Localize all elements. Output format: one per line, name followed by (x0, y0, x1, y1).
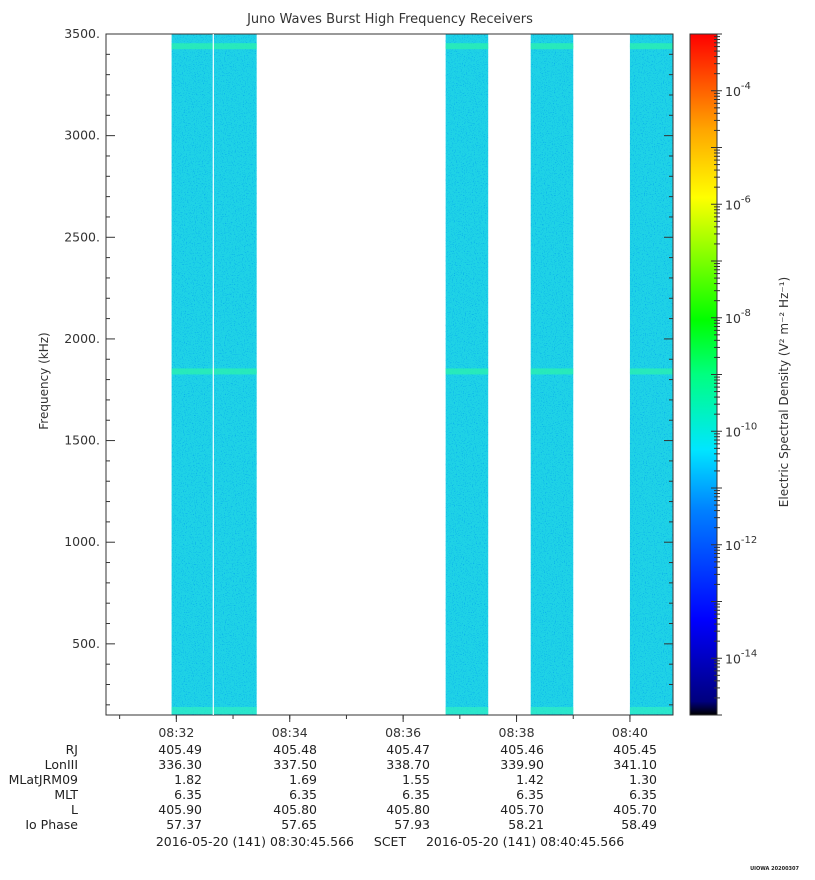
x-tick-label: 08:38 (499, 725, 535, 740)
data-segment (171, 34, 257, 715)
ephemeris-table: RJ 405.49 405.48 405.47 405.46 405.45 LonIII 33… (0, 740, 815, 860)
y-tick-label: 1500. (64, 433, 100, 448)
ephemeris-value: 405.47 (386, 742, 430, 757)
y-tick-label: 500. (72, 636, 100, 651)
ephemeris-value: 341.10 (613, 757, 657, 772)
ephemeris-value: 405.80 (273, 802, 317, 817)
ephemeris-value: 58.49 (621, 817, 657, 832)
colorbar-tick-label: 10-10 (725, 421, 757, 439)
y-tick-label: 3500. (64, 26, 100, 41)
ephemeris-label: LonIII (44, 757, 78, 772)
footer-stamp: UIOWA 20200307 (750, 866, 799, 872)
ephemeris-value: 57.93 (394, 817, 430, 832)
bright-band (171, 368, 257, 375)
ephemeris-value: 6.35 (629, 787, 657, 802)
ephemeris-value: 405.45 (613, 742, 657, 757)
ephemeris-label: MLT (54, 787, 78, 802)
scet-label: SCET (373, 834, 407, 849)
y-tick-label: 1000. (64, 534, 100, 549)
ephemeris-value: 339.90 (500, 757, 544, 772)
colorbar-tick-label: 10-8 (725, 308, 751, 326)
x-tick-label: 08:40 (612, 725, 648, 740)
colorbar: 10-14 10-12 10-10 10-8 10-6 10-4 (689, 33, 757, 716)
ephemeris-value: 1.55 (402, 772, 430, 787)
colorbar-tick-label: 10-14 (725, 648, 757, 666)
ephemeris-value: 405.46 (500, 742, 544, 757)
x-tick-label: 08:34 (272, 725, 308, 740)
ephemeris-value: 1.30 (629, 772, 657, 787)
ephemeris-value: 405.48 (273, 742, 317, 757)
ephemeris-value: 57.65 (281, 817, 317, 832)
ephemeris-value: 1.42 (516, 772, 544, 787)
colorbar-tick-label: 10-4 (725, 81, 751, 99)
ephemeris-value: 338.70 (386, 757, 430, 772)
spectrogram-chart: 500. 1000. 1500. 2000. 2500. 3000. 3500. 08:32… (37, 26, 791, 740)
x-tick-label: 08:32 (158, 725, 194, 740)
spectrogram-data (171, 34, 673, 715)
ephemeris-value: 336.30 (158, 757, 202, 772)
y-axis: 500. 1000. 1500. 2000. 2500. 3000. 3500. (64, 26, 673, 706)
ephemeris-value: 405.70 (500, 802, 544, 817)
ephemeris-value: 1.69 (289, 772, 317, 787)
x-tick-label: 08:36 (385, 725, 421, 740)
ephemeris-value: 337.50 (273, 757, 317, 772)
y-axis-label: Frequency (kHz) (37, 332, 51, 429)
ephemeris-label: MLatJRM09 (8, 772, 78, 787)
y-tick-label: 2500. (64, 229, 100, 244)
scet-range: 2016-05-20 (141) 08:30:45.566 SCET 2016-… (0, 834, 780, 849)
ephemeris-value: 405.70 (613, 802, 657, 817)
bright-band (629, 368, 673, 375)
ephemeris-label: L (71, 802, 78, 817)
bright-band (445, 43, 489, 50)
data-segment (629, 34, 673, 715)
data-segment (530, 34, 574, 715)
ephemeris-label: Io Phase (25, 817, 78, 832)
ephemeris-value: 6.35 (174, 787, 202, 802)
ephemeris-value: 6.35 (402, 787, 430, 802)
bright-band (445, 368, 489, 375)
ephemeris-label: RJ (65, 742, 78, 757)
ephemeris-value: 405.49 (158, 742, 202, 757)
bright-band (629, 43, 673, 50)
ephemeris-value: 405.80 (386, 802, 430, 817)
colorbar-label: Electric Spectral Density (V² m⁻² Hz⁻¹) (777, 277, 791, 507)
ephemeris-value: 6.35 (516, 787, 544, 802)
bright-band (530, 43, 574, 50)
ephemeris-value: 58.21 (508, 817, 544, 832)
y-tick-label: 2000. (64, 331, 100, 346)
chart-title: Juno Waves Burst High Frequency Receiver… (247, 12, 533, 27)
scet-start: 2016-05-20 (141) 08:30:45.566 (155, 834, 355, 849)
x-axis: 08:32 08:34 08:36 08:38 08:40 (119, 715, 648, 740)
bright-band (171, 43, 257, 50)
scet-end: 2016-05-20 (141) 08:40:45.566 (425, 834, 625, 849)
data-segment (445, 34, 489, 715)
ephemeris-value: 57.37 (166, 817, 202, 832)
bright-band (530, 368, 574, 375)
ephemeris-value: 6.35 (289, 787, 317, 802)
y-tick-label: 3000. (64, 128, 100, 143)
colorbar-tick-label: 10-6 (725, 194, 751, 212)
colorbar-tick-label: 10-12 (725, 535, 757, 553)
ephemeris-value: 405.90 (158, 802, 202, 817)
ephemeris-value: 1.82 (174, 772, 202, 787)
